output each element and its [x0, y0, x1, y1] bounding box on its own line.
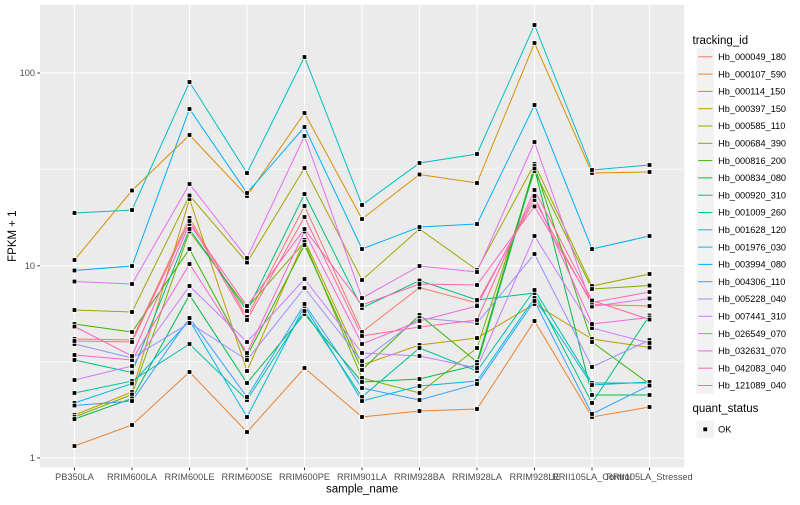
svg-text:1: 1: [30, 453, 35, 463]
svg-text:Hb_000049_180: Hb_000049_180: [718, 52, 786, 62]
svg-text:RRIM600LE: RRIM600LE: [164, 472, 214, 482]
svg-text:Hb_007441_310: Hb_007441_310: [718, 312, 786, 322]
svg-text:FPKM + 1: FPKM + 1: [7, 210, 19, 261]
svg-text:Hb_000107_590: Hb_000107_590: [718, 69, 786, 79]
svg-text:Hb_000834_080: Hb_000834_080: [718, 173, 786, 183]
svg-text:Hb_003994_080: Hb_003994_080: [718, 260, 786, 270]
svg-text:RRIM928BA: RRIM928BA: [394, 472, 446, 482]
svg-text:PB350LA: PB350LA: [55, 472, 95, 482]
svg-text:RRIM600PE: RRIM600PE: [279, 472, 330, 482]
svg-text:quant_status: quant_status: [693, 403, 759, 415]
svg-text:RRIM600SE: RRIM600SE: [221, 472, 272, 482]
svg-text:Hb_121089_040: Hb_121089_040: [718, 381, 786, 391]
svg-text:sample_name: sample_name: [326, 484, 398, 496]
svg-text:OK: OK: [718, 425, 732, 435]
svg-text:RRIM928LA: RRIM928LA: [452, 472, 503, 482]
svg-text:Hb_000816_200: Hb_000816_200: [718, 156, 786, 166]
svg-text:RRIM901LA: RRIM901LA: [337, 472, 388, 482]
svg-text:tracking_id: tracking_id: [693, 35, 749, 47]
svg-text:RRIM928LE: RRIM928LE: [509, 472, 559, 482]
svg-text:Hb_000397_150: Hb_000397_150: [718, 104, 786, 114]
svg-text:Hb_042083_040: Hb_042083_040: [718, 363, 786, 373]
svg-text:Hb_004306_110: Hb_004306_110: [718, 277, 785, 287]
svg-text:10: 10: [25, 261, 35, 271]
svg-text:Hb_000920_310: Hb_000920_310: [718, 190, 786, 200]
svg-text:Hb_005228_040: Hb_005228_040: [718, 294, 786, 304]
svg-text:Hb_000585_110: Hb_000585_110: [718, 121, 785, 131]
svg-text:Hb_032631_070: Hb_032631_070: [718, 346, 786, 356]
svg-text:100: 100: [20, 68, 35, 78]
svg-text:Hb_000114_150: Hb_000114_150: [718, 87, 785, 97]
svg-text:RRIM600LA: RRIM600LA: [107, 472, 158, 482]
svg-text:Hb_000684_390: Hb_000684_390: [718, 139, 786, 149]
svg-text:RRII105LA_Control: RRII105LA_Control: [552, 472, 632, 482]
svg-text:Hb_026549_070: Hb_026549_070: [718, 329, 786, 339]
svg-text:RRII105LA_Stressed: RRII105LA_Stressed: [606, 472, 692, 482]
svg-text:Hb_001628_120: Hb_001628_120: [718, 225, 786, 235]
svg-text:Hb_001009_260: Hb_001009_260: [718, 208, 786, 218]
svg-text:Hb_001976_030: Hb_001976_030: [718, 242, 786, 252]
